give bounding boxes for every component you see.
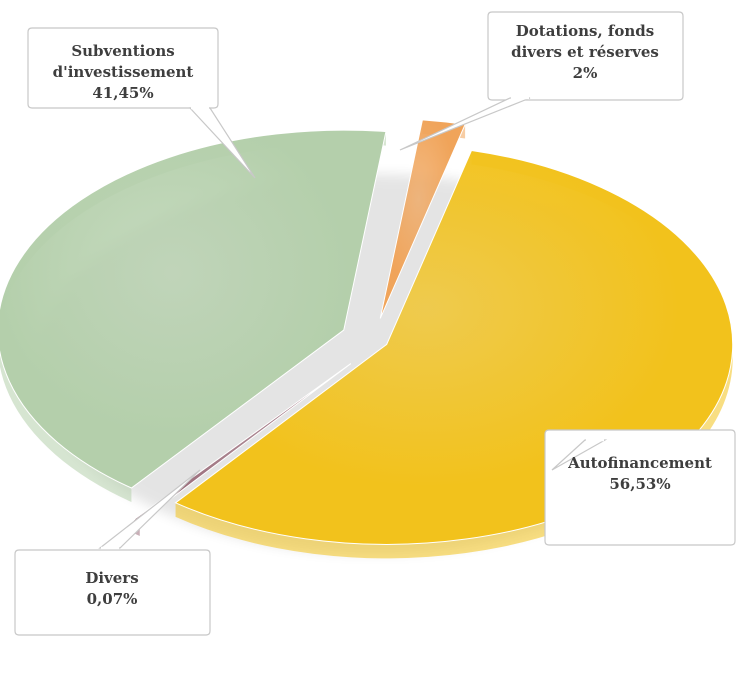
callout-box	[27, 27, 219, 109]
pie-slice-top	[0, 129, 387, 489]
data-label-category: divers et réserves	[511, 43, 659, 61]
data-label-callout: Dotations, fonds divers et réserves 2%	[399, 11, 684, 151]
data-label-category: Subventions	[71, 42, 174, 60]
data-label-value: 0,07%	[87, 590, 138, 608]
data-label-value: 2%	[573, 64, 598, 82]
callout-box	[14, 549, 211, 636]
callout-pointer	[399, 97, 531, 151]
callout-box	[544, 429, 736, 546]
data-label-value: 56,53%	[609, 475, 670, 493]
data-label-callout: Autofinancement 56,53%	[544, 429, 736, 546]
data-label-callout: Subventions d'investissement 41,45%	[27, 27, 256, 179]
callout-box	[487, 11, 684, 101]
data-label-category: Dotations, fonds	[516, 22, 654, 40]
data-label-value: 41,45%	[92, 84, 153, 102]
data-label-callout: Divers 0,07%	[14, 469, 211, 636]
data-label-category: Autofinancement	[567, 454, 712, 472]
data-label-category: Divers	[85, 569, 138, 587]
data-label-category: d'investissement	[53, 63, 194, 81]
pie-slice	[0, 129, 387, 502]
